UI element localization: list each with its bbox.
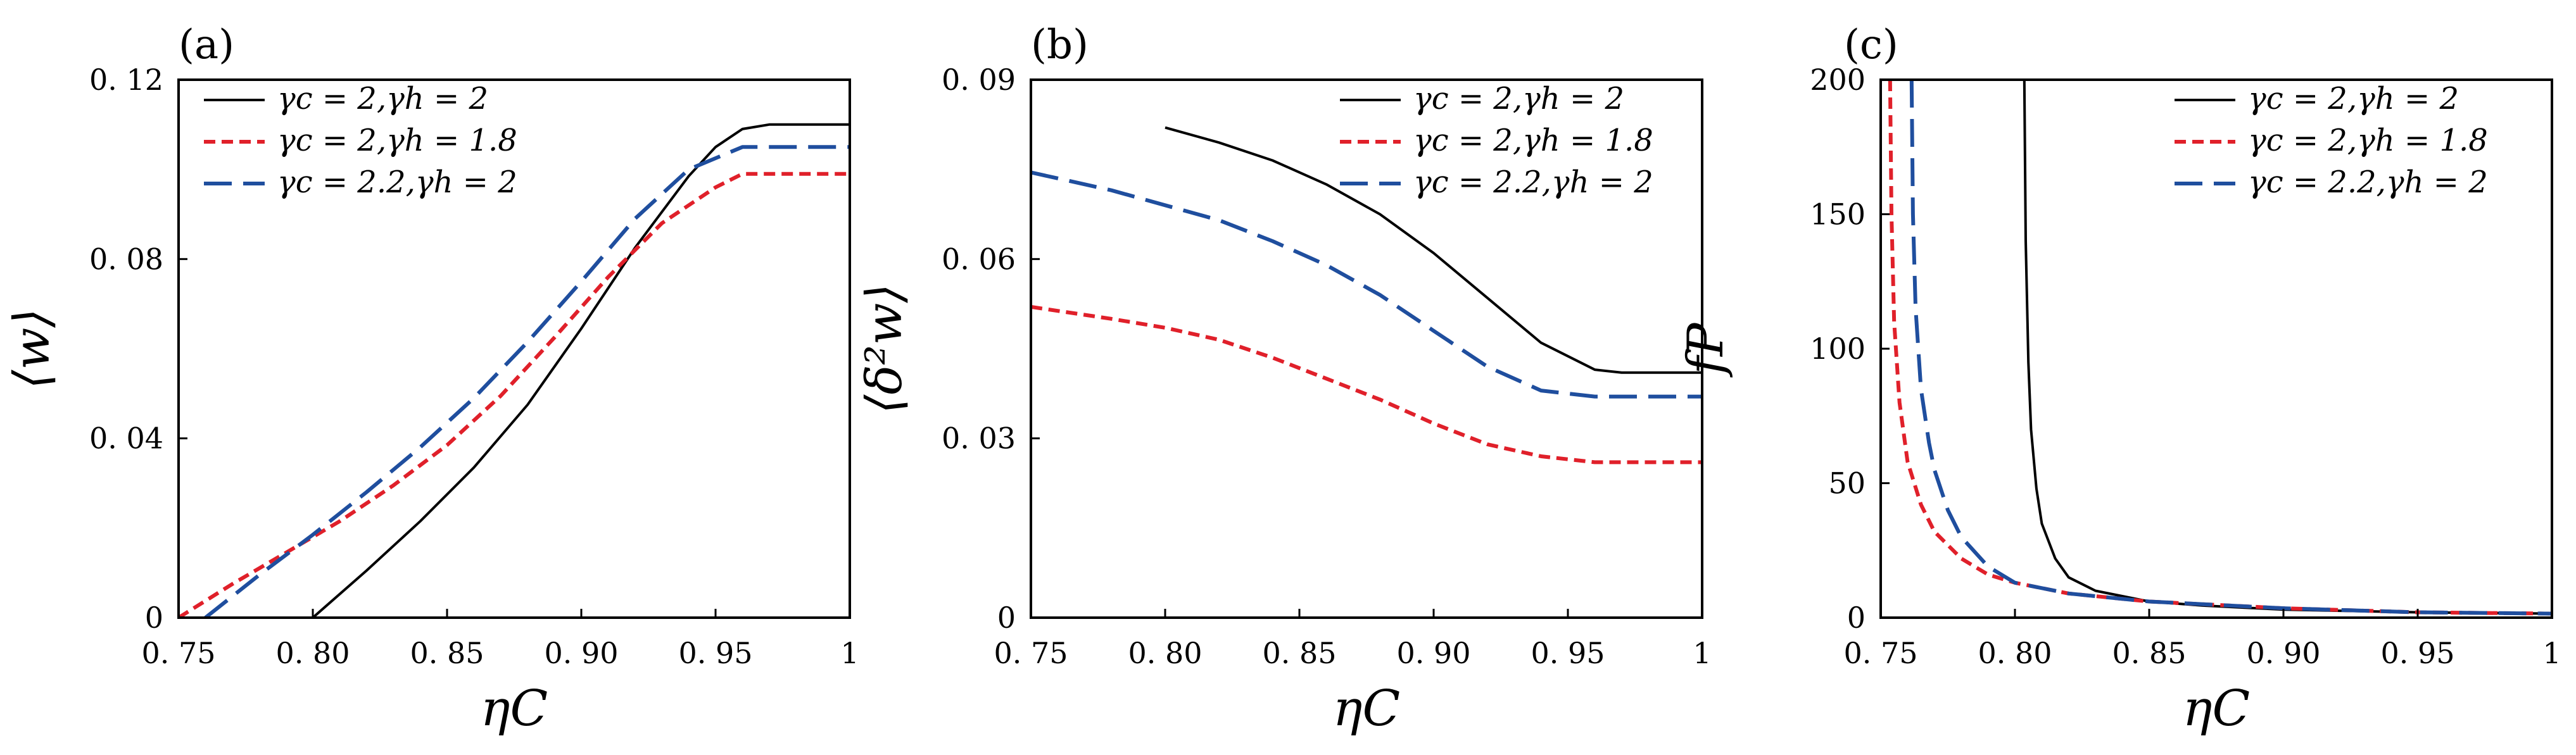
y-tick-label: 0. 09 [942,63,1016,97]
x-tick-label: 1 [840,636,859,670]
x-tick-label: 0. 75 [141,636,215,670]
legend-label: γc = 2.2,γh = 2 [2248,165,2488,200]
panel-b: 0. 75 0. 80 0. 85 0. 90 0. 95 1 0 0. 03 0. 06 0. … [856,22,1712,737]
series-group [1031,126,1702,465]
y-tick-label: 150 [1810,197,1866,232]
legend-label: γc = 2.2,γh = 2 [277,165,517,200]
x-tick-label: 0. 95 [2380,636,2454,670]
legend-label: γc = 2.2,γh = 2 [1413,165,1653,200]
y-axis-label: fP [1677,322,1734,378]
plot-frame [177,78,851,619]
legend: γc = 2,γh = 2 γc = 2,γh = 1.8 γc = 2.2,γh … [1340,81,1653,200]
series-line-1 [1031,304,1702,465]
series-line-1 [179,172,850,618]
x-tick-label: 0. 80 [1978,636,2052,670]
plot-frame [1879,78,2553,619]
x-axis-label: ηC [2183,680,2250,737]
panel-label: (c) [1844,22,1898,68]
x-tick-label: 1 [2542,636,2561,670]
x-tick-label: 0. 85 [2112,636,2186,670]
x-tick-label: 0. 80 [275,636,350,670]
series-line-0 [1165,126,1702,374]
series-group [179,123,850,618]
x-axis-label: ηC [1333,680,1400,737]
series-line-2 [1031,170,1702,399]
y-tick-label: 100 [1810,332,1866,366]
y-axis-label: ⟨w⟩ [4,308,61,389]
x-tick-label: 0. 90 [1396,636,1470,670]
y-tick-label: 0. 03 [942,421,1016,456]
panel-label: (b) [1031,22,1089,68]
y-tick-label: 0. 06 [942,242,1016,276]
legend-label: γc = 2,γh = 2 [1413,81,1624,116]
y-tick-label: 0. 08 [89,242,163,276]
y-tick-label: 200 [1810,63,1866,97]
legend: γc = 2,γh = 2 γc = 2,γh = 1.8 γc = 2.2,γh … [2175,81,2488,200]
series-line-2 [1909,80,2552,616]
x-tick-label: 0. 95 [678,636,752,670]
series-group [1888,80,2552,616]
y-tick-label: 0 [1847,601,1866,635]
x-tick-label: 1 [1693,636,1711,670]
panel-a: 0. 75 0. 80 0. 85 0. 90 0. 95 1 0 0. 04 0. 08 0. … [4,22,859,737]
y-tick-label: 0 [145,601,163,635]
x-tick-label: 0. 75 [1843,636,1917,670]
legend-label: γc = 2,γh = 1.8 [277,123,517,158]
x-tick-label: 0. 85 [410,636,484,670]
panel-label: (a) [179,22,234,68]
panel-c: 0. 75 0. 80 0. 85 0. 90 0. 95 1 0 50 100 150 200 ηC… [1677,22,2561,737]
x-tick-label: 0. 90 [544,636,618,670]
series-line-2 [204,145,850,618]
y-tick-label: 50 [1828,466,1866,501]
series-line-1 [1888,80,2552,616]
y-tick-label: 0 [997,601,1016,635]
x-tick-label: 0. 80 [1128,636,1202,670]
legend-label: γc = 2,γh = 1.8 [2248,123,2488,158]
y-tick-label: 0. 04 [89,421,163,456]
x-axis-label: ηC [481,680,548,737]
x-tick-label: 0. 90 [2246,636,2320,670]
legend: γc = 2,γh = 2 γc = 2,γh = 1.8 γc = 2.2,γh … [204,81,517,200]
y-tick-label: 0. 12 [89,63,163,97]
x-tick-label: 0. 75 [994,636,1068,670]
series-line-0 [312,123,850,618]
x-tick-label: 0. 95 [1531,636,1605,670]
x-tick-label: 0. 85 [1262,636,1336,670]
series-line-0 [2023,80,2552,615]
legend-label: γc = 2,γh = 2 [2248,81,2459,116]
plot-frame [1030,78,1703,619]
legend-label: γc = 2,γh = 2 [277,81,488,116]
legend-label: γc = 2,γh = 1.8 [1413,123,1653,158]
y-axis-label: ⟨δ²w⟩ [856,284,913,414]
